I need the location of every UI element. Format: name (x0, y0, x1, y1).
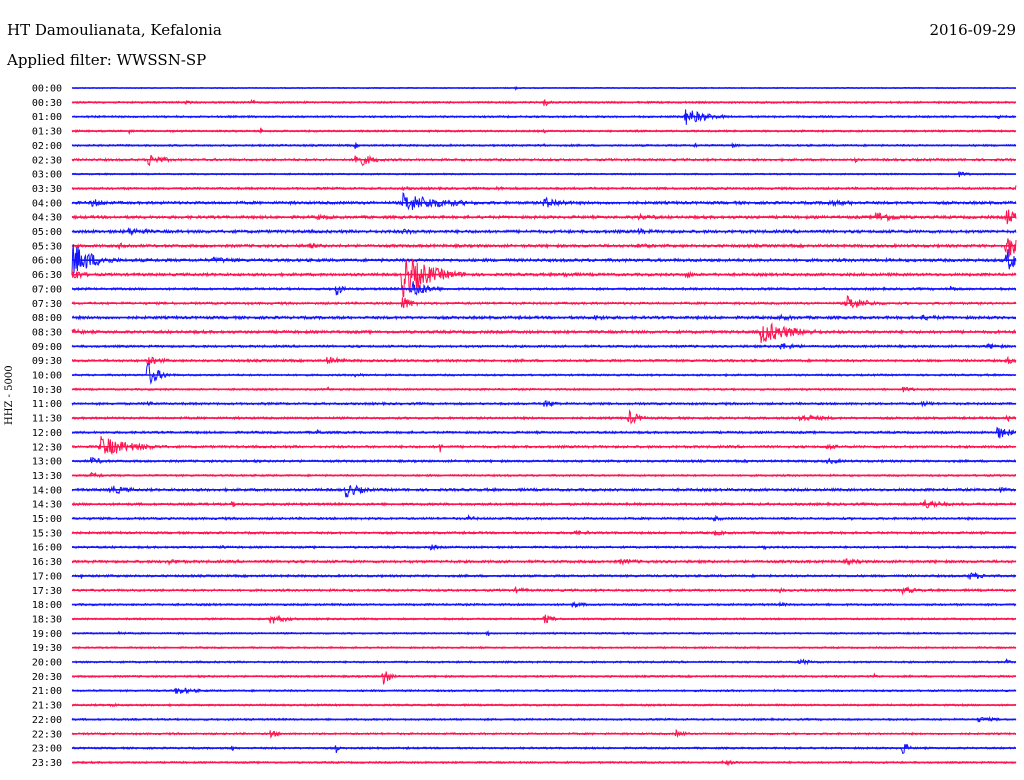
time-label-0800: 08:00 (32, 313, 62, 324)
time-label-2300: 23:00 (32, 744, 62, 755)
trace-1000 (71, 363, 1017, 385)
time-label-1430: 14:30 (32, 500, 62, 511)
time-label-0400: 04:00 (32, 198, 62, 209)
time-label-1730: 17:30 (32, 586, 62, 597)
time-label-2130: 21:30 (32, 701, 62, 712)
time-label-1230: 12:30 (32, 442, 62, 453)
time-label-1600: 16:00 (32, 543, 62, 554)
time-label-1900: 19:00 (32, 629, 62, 640)
recording-date: 2016-09-29 (929, 21, 1016, 39)
time-label-0130: 01:30 (32, 127, 62, 138)
time-label-0700: 07:00 (32, 284, 62, 295)
time-label-2000: 20:00 (32, 658, 62, 669)
time-label-0930: 09:30 (32, 356, 62, 367)
time-label-2330: 23:30 (32, 758, 62, 769)
time-label-1800: 18:00 (32, 600, 62, 611)
time-label-0430: 04:30 (32, 213, 62, 224)
trace-0630 (71, 258, 1017, 298)
time-label-2100: 21:00 (32, 686, 62, 697)
time-label-1330: 13:30 (32, 471, 62, 482)
time-label-1930: 19:30 (32, 643, 62, 654)
time-label-1100: 11:00 (32, 399, 62, 410)
time-label-0200: 02:00 (32, 141, 62, 152)
trace-1230 (71, 436, 1017, 456)
time-label-1530: 15:30 (32, 528, 62, 539)
time-label-1000: 10:00 (32, 371, 62, 382)
time-label-0330: 03:30 (32, 184, 62, 195)
time-label-0630: 06:30 (32, 270, 62, 281)
time-label-0500: 05:00 (32, 227, 62, 238)
time-label-2200: 22:00 (32, 715, 62, 726)
time-label-0300: 03:00 (32, 170, 62, 181)
time-label-0900: 09:00 (32, 342, 62, 353)
trace-0830 (71, 322, 1017, 344)
station-title: HT Damoulianata, Kefalonia (7, 21, 222, 39)
trace-0400 (71, 192, 1017, 211)
time-label-0600: 06:00 (32, 256, 62, 267)
time-label-0530: 05:30 (32, 241, 62, 252)
trace-1130 (71, 409, 1017, 425)
time-label-0230: 02:30 (32, 155, 62, 166)
trace-2030 (71, 671, 1017, 685)
time-label-1830: 18:30 (32, 614, 62, 625)
time-label-0030: 00:30 (32, 98, 62, 109)
time-label-2230: 22:30 (32, 729, 62, 740)
time-label-1130: 11:30 (32, 414, 62, 425)
time-label-1500: 15:00 (32, 514, 62, 525)
filter-label: Applied filter: WWSSN-SP (7, 51, 207, 69)
time-label-2030: 20:30 (32, 672, 62, 683)
time-label-0830: 08:30 (32, 327, 62, 338)
time-label-1630: 16:30 (32, 557, 62, 568)
trace-0530 (71, 238, 1017, 257)
time-label-0000: 00:00 (32, 84, 62, 95)
trace-0730 (71, 295, 1017, 309)
time-label-1200: 12:00 (32, 428, 62, 439)
time-label-0100: 01:00 (32, 112, 62, 123)
time-label-1700: 17:00 (32, 571, 62, 582)
time-label-0730: 07:30 (32, 299, 62, 310)
time-label-1300: 13:00 (32, 457, 62, 468)
time-label-1400: 14:00 (32, 485, 62, 496)
trace-1400 (71, 484, 1017, 498)
time-label-1030: 10:30 (32, 385, 62, 396)
